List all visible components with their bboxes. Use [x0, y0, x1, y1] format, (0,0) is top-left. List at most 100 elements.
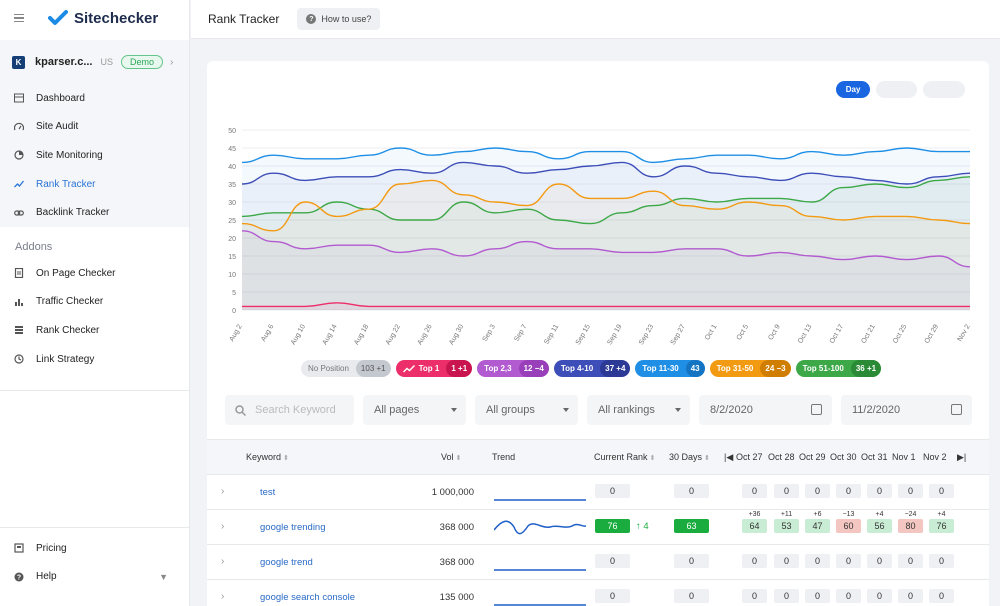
table-row[interactable]: › test 1 000,000 0 0 0 0 0 0 0 0 0 [207, 475, 989, 510]
series-line [242, 302, 970, 308]
project-selector[interactable]: K kparser.c... US Demo › [0, 40, 189, 84]
menu-icon[interactable] [14, 14, 24, 22]
legend-top-51-100[interactable]: Top 51-100 36 +1 [795, 360, 882, 377]
rank-change: ↑ 4 [636, 521, 649, 532]
project-icon: K [12, 55, 25, 69]
pages-select[interactable]: All pages [363, 395, 466, 425]
volume-value: 368 000 [439, 522, 474, 533]
day-rank-cell: 0 [836, 554, 861, 568]
nav-link-strategy[interactable]: Link Strategy [0, 345, 189, 374]
nav-rank-tracker[interactable]: Rank Tracker [0, 170, 189, 199]
series-line [241, 230, 971, 268]
groups-select[interactable]: All groups [475, 395, 578, 425]
legend-top-4-10[interactable]: Top 4-10 37 +4 [553, 360, 631, 377]
trend-sparkline [494, 520, 586, 535]
nav-traffic-checker[interactable]: Traffic Checker [0, 288, 189, 317]
col-current-rank[interactable]: Current Rank ⬍ [594, 452, 655, 462]
x-tick-label: Oct 13 [797, 323, 813, 344]
rank-change-value: 4 [643, 521, 649, 532]
legend-label: No Position [308, 364, 349, 373]
day-rank-cell: 0 [929, 554, 954, 568]
days30-badge: 63 [674, 519, 709, 533]
expand-chevron-icon[interactable]: › [221, 556, 225, 567]
keyword-link[interactable]: test [260, 487, 276, 498]
y-tick-label: 0 [232, 308, 236, 315]
table-row[interactable]: › google search console 135 000 0 0 0 0 0 0 0 0 0 [207, 580, 989, 606]
divider [0, 390, 190, 391]
day-rank-cell: 60 [836, 519, 861, 533]
addons-title: Addons [15, 240, 53, 253]
caret-down-icon [451, 408, 457, 412]
chevron-right-icon: › [170, 56, 174, 68]
volume-value: 368 000 [439, 557, 474, 568]
y-axis-ticks: 0 5 10 15 20 25 30 35 40 45 50 [228, 128, 236, 315]
x-tick-label: Sep 7 [513, 323, 528, 342]
x-tick-label: Oct 1 [704, 323, 718, 341]
search-icon [235, 404, 246, 416]
series-area [242, 148, 970, 310]
date-to-input[interactable]: 11/2/2020 [841, 395, 972, 425]
col-day: Nov 1 [892, 452, 916, 462]
day-rank-cell: 0 [836, 484, 861, 498]
rank-tracker-card: Day Week Month 0 5 10 15 20 25 30 35 40 45 50 Aug … [207, 61, 989, 606]
keyword-link[interactable]: google trend [260, 557, 313, 568]
nav-pricing[interactable]: Pricing [0, 534, 190, 563]
nav-site-audit[interactable]: Site Audit [0, 113, 189, 142]
col-30-days[interactable]: 30 Days ⬍ [669, 452, 710, 462]
day-rank-cell: 0 [836, 589, 861, 603]
main-nav: Dashboard Site Audit Site Monitoring Ran… [0, 84, 189, 227]
day-rank-cell: 0 [774, 484, 799, 498]
expand-chevron-icon[interactable]: › [221, 486, 225, 497]
nav-help[interactable]: ? Help ▼ [0, 563, 190, 592]
expand-chevron-icon[interactable]: › [221, 591, 225, 602]
addons-section: Addons On Page Checker Traffic Checker R… [0, 227, 189, 373]
day-delta: +36 [748, 511, 761, 518]
document-icon [14, 268, 24, 279]
legend-top-2-3[interactable]: Top 2,3 12 −4 [477, 360, 549, 377]
day-rank-cell: 0 [805, 484, 830, 498]
nav-site-monitoring[interactable]: Site Monitoring [0, 141, 189, 170]
scroll-last-icon[interactable]: ▶| [957, 452, 967, 462]
question-icon: ? [306, 14, 317, 24]
period-month-button[interactable]: Month [922, 81, 965, 98]
scroll-first-icon[interactable]: |◀ [724, 452, 734, 462]
period-week-button[interactable]: Week [876, 81, 917, 98]
how-to-use-button[interactable]: ? How to use? [297, 8, 381, 30]
date-from-input[interactable]: 8/2/2020 [699, 395, 832, 425]
legend-top-31-50[interactable]: Top 31-50 24 −3 [709, 360, 791, 377]
x-axis-ticks: Aug 2 Aug 6 Aug 10 Aug 14 Aug 18 Aug 22 Aug 26… [229, 323, 972, 346]
legend-no-position[interactable]: No Position 103 +1 [301, 360, 391, 377]
y-tick-label: 20 [228, 236, 236, 243]
period-day-button[interactable]: Day [835, 81, 871, 98]
nav-backlink-tracker[interactable]: Backlink Tracker [0, 198, 189, 227]
table-row[interactable]: › google trending 368 000 76 ↑ 4 63 +36 64 +11 53… [207, 510, 989, 545]
search-input[interactable]: Search Keyword [225, 395, 354, 425]
y-tick-label: 45 [228, 146, 236, 153]
x-tick-label: Oct 9 [767, 323, 781, 341]
keyword-link[interactable]: google search console [260, 592, 356, 603]
chart-areas [242, 148, 970, 310]
period-switcher: Day Week Month [835, 81, 965, 98]
legend-top-11-30[interactable]: Top 11-30 43 [635, 360, 705, 377]
col-keyword[interactable]: Keyword ⬍ [246, 452, 289, 462]
legend-top-1[interactable]: Top 1 1 +1 [395, 360, 473, 377]
legend-count: 36 +1 [850, 360, 882, 377]
nav-on-page-checker[interactable]: On Page Checker [0, 259, 189, 288]
nav-label: Pricing [36, 542, 67, 554]
expand-chevron-icon[interactable]: › [221, 521, 225, 532]
table-row[interactable]: › google trend 368 000 0 0 0 0 0 0 0 0 0 [207, 545, 989, 580]
legend-count: 103 +1 [355, 360, 391, 377]
nav-label: Dashboard [36, 92, 85, 104]
groups-value: All groups [486, 404, 535, 416]
keyword-link[interactable]: google trending [260, 522, 326, 533]
col-trend: Trend [492, 452, 516, 462]
col-keyword-label: Keyword [246, 452, 282, 462]
day-delta: +4 [875, 511, 884, 518]
col-day: Oct 29 [799, 452, 826, 462]
x-tick-label: Aug 10 [290, 323, 307, 346]
nav-dashboard[interactable]: Dashboard [0, 84, 189, 113]
col-vol[interactable]: Vol ⬍ [441, 452, 461, 462]
rankings-select[interactable]: All rankings [587, 395, 690, 425]
nav-rank-checker[interactable]: Rank Checker [0, 316, 189, 345]
